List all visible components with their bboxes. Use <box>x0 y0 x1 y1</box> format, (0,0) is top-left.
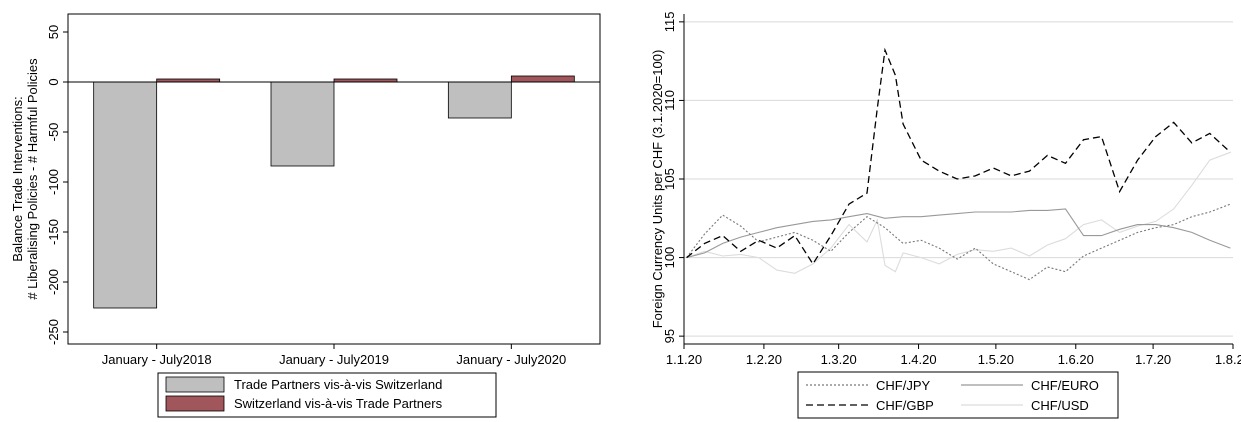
left-bars <box>68 75 600 309</box>
left-y-tick-label: -100 <box>46 169 61 195</box>
trade-interventions-chart: 50 0 -50 -100 -150 -200 -250 January - July201… <box>10 13 601 418</box>
right-x-tick-label: 1.5.20 <box>978 352 1014 367</box>
right-x-tick-label: 1.1.20 <box>666 352 702 367</box>
right-x-tick-label: 1.3.20 <box>821 352 857 367</box>
right-y-axis-title-text: Foreign Currency Units per CHF (3.1.2020… <box>650 50 665 329</box>
left-y-tick-label: -200 <box>46 269 61 295</box>
right-legend: CHF/JPY CHF/EURO CHF/GBP CHF/USD <box>797 371 1119 419</box>
right-x-tick-label: 1.6.20 <box>1058 352 1094 367</box>
left-x-tick-label: January - July2019 <box>279 352 389 367</box>
legend-swatch <box>165 395 225 412</box>
right-x-tick-label: 1.2.20 <box>746 352 782 367</box>
right-x-tick-label: 1.4.20 <box>900 352 936 367</box>
legend-label: CHF/USD <box>1031 398 1089 413</box>
right-y-tick-label: 115 <box>662 11 677 32</box>
legend-label: CHF/JPY <box>876 378 931 393</box>
right-x-tick-label: 1.7.20 <box>1135 352 1171 367</box>
right-x-tick-label: 1.8.20 <box>1215 352 1241 367</box>
right-axes: 95 100 105 110 115 1.1.20 1.2.20 1.3.20 1.4.20 1.… <box>662 11 1241 367</box>
left-x-axis: January - July2018 January - July2019 Janu… <box>102 344 566 367</box>
left-y-tick-label: 50 <box>46 25 61 39</box>
left-y-tick-label: -50 <box>46 123 61 142</box>
legend-label: Switzerland vis-à-vis Trade Partners <box>234 396 443 411</box>
legend-label: Trade Partners vis-à-vis Switzerland <box>234 377 442 392</box>
bar <box>447 81 512 119</box>
legend-swatch <box>165 376 225 393</box>
right-y-tick-label: 95 <box>662 329 677 343</box>
right-y-tick-label: 105 <box>662 168 677 190</box>
left-y-tick-label: 0 <box>46 78 61 85</box>
left-x-tick-label: January - July2020 <box>456 352 566 367</box>
legend-label: CHF/EURO <box>1031 378 1099 393</box>
left-legend: Trade Partners vis-à-vis Switzerland Swit… <box>157 372 497 418</box>
right-y-tick-label: 110 <box>662 90 677 111</box>
left-y-axis-title-line: # Liberalising Policies - # Harmful Poli… <box>25 58 40 300</box>
bar <box>510 75 575 83</box>
series-line <box>686 47 1231 266</box>
series-line <box>686 203 1231 281</box>
left-y-tick-label: -150 <box>46 219 61 245</box>
series-line <box>686 151 1231 274</box>
right-series-lines <box>686 47 1231 281</box>
left-x-tick-label: January - July2018 <box>102 352 212 367</box>
right-y-axis-title: Foreign Currency Units per CHF (3.1.2020… <box>650 50 665 329</box>
series-line <box>686 208 1231 259</box>
right-legend-box <box>797 371 1119 419</box>
left-y-axis-title: Balance Trade Interventions: # Liberalisi… <box>10 58 40 300</box>
bar <box>270 81 335 167</box>
left-y-tick-label: -250 <box>46 319 61 345</box>
bar <box>93 81 158 309</box>
right-y-tick-label: 100 <box>662 247 677 269</box>
exchange-rate-chart: Swiss Lockdown (16.3.2020) 9510010511011… <box>650 11 1241 419</box>
legend-label: CHF/GBP <box>876 398 934 413</box>
left-y-axis-title-line: Balance Trade Interventions: <box>10 96 25 262</box>
